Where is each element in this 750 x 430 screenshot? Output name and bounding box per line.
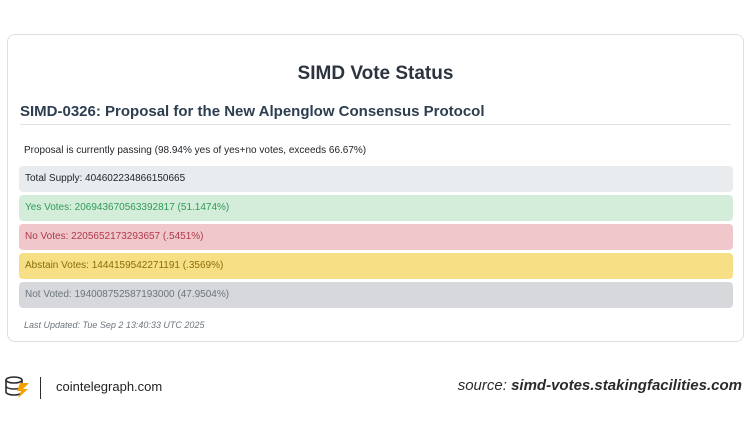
proposal-title: SIMD-0326: Proposal for the New Alpenglo… [20, 103, 485, 120]
abstain-votes-row: Abstain Votes: 1444159542271191 (.3569%) [19, 253, 733, 279]
logo-separator [40, 377, 41, 399]
cointelegraph-logo-icon [4, 374, 32, 400]
no-votes-row: No Votes: 2205652173293657 (.5451%) [19, 224, 733, 250]
not-voted-row: Not Voted: 194008752587193000 (47.9504%) [19, 282, 733, 308]
source-credit: source: simd-votes.stakingfacilities.com [458, 377, 742, 394]
yes-votes-row: Yes Votes: 206943670563392817 (51.1474%) [19, 195, 733, 221]
source-prefix: source: [457, 377, 512, 394]
total-supply-row: Total Supply: 404602234866150665 [19, 166, 733, 192]
last-updated-text: Last Updated: Tue Sep 2 13:40:33 UTC 202… [24, 320, 205, 330]
vote-status-card: SIMD Vote Status SIMD-0326: Proposal for… [7, 34, 744, 342]
page-title: SIMD Vote Status [297, 63, 454, 84]
proposal-status-text: Proposal is currently passing (98.94% ye… [24, 145, 367, 156]
source-url: simd-votes.stakingfacilities.com [511, 377, 742, 394]
cointelegraph-link[interactable]: cointelegraph.com [56, 379, 163, 394]
title-divider [20, 124, 731, 125]
